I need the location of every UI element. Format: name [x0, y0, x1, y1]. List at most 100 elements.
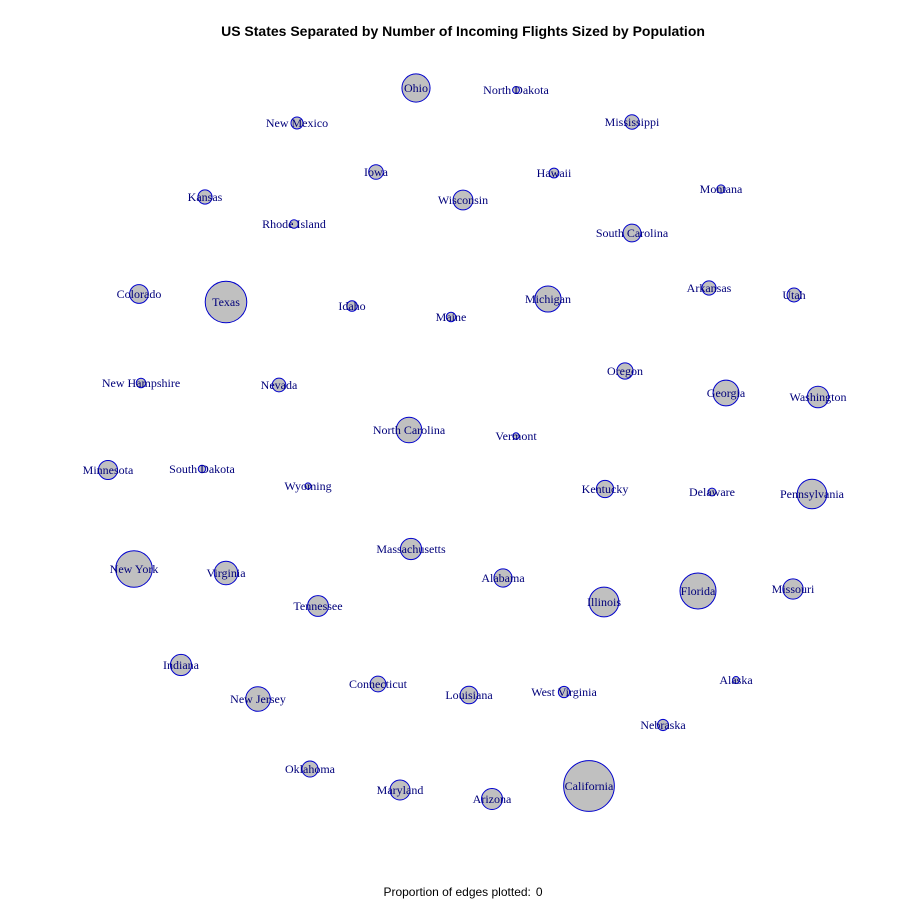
node-label-west-virginia: West Virginia — [531, 685, 597, 699]
node-label-louisiana: Louisiana — [445, 688, 493, 702]
node-connecticut — [369, 675, 387, 693]
node-label-new-jersey: New Jersey — [230, 692, 286, 706]
node-label-south-carolina: South Carolina — [596, 226, 669, 240]
node-iowa — [368, 164, 384, 180]
node-label-south-dakota: South Dakota — [169, 462, 235, 476]
node-label-arkansas: Arkansas — [687, 281, 732, 295]
edges-proportion-caption: Proportion of edges plotted: 0 — [383, 885, 542, 899]
node-label-utah: Utah — [782, 288, 805, 302]
node-california — [563, 760, 615, 812]
node-label-kansas: Kansas — [188, 190, 223, 204]
node-label-hawaii: Hawaii — [537, 166, 572, 180]
node-arkansas — [701, 280, 717, 296]
node-kansas — [197, 189, 213, 205]
node-pennsylvania — [796, 478, 828, 510]
node-label-delaware: Delaware — [689, 485, 735, 499]
node-vermont — [512, 432, 520, 440]
node-label-alabama: Alabama — [481, 571, 525, 585]
node-utah — [786, 287, 802, 303]
node-label-new-hampshire: New Hampshire — [102, 376, 180, 390]
node-florida — [679, 572, 717, 610]
node-new-mexico — [290, 116, 304, 130]
node-mississippi — [624, 114, 640, 130]
node-label-minnesota: Minnesota — [83, 463, 134, 477]
node-label-new-york: New York — [110, 562, 159, 576]
node-oklahoma — [301, 760, 319, 778]
node-louisiana — [459, 685, 479, 705]
node-new-york — [115, 550, 153, 588]
node-label-tennessee: Tennessee — [293, 599, 342, 613]
node-label-maryland: Maryland — [377, 783, 424, 797]
node-north-dakota — [512, 86, 520, 94]
node-georgia — [712, 379, 740, 407]
edges-proportion-label: Proportion of edges plotted: — [383, 885, 530, 899]
node-wyoming — [304, 482, 312, 490]
node-hawaii — [548, 167, 560, 179]
node-label-ohio: Ohio — [404, 81, 428, 95]
node-label-mississippi: Mississippi — [605, 115, 660, 129]
node-label-wyoming: Wyoming — [284, 479, 331, 493]
node-label-nevada: Nevada — [261, 378, 298, 392]
node-kentucky — [595, 479, 615, 499]
node-tennessee — [307, 595, 329, 617]
node-label-oklahoma: Oklahoma — [285, 762, 336, 776]
node-label-idaho: Idaho — [338, 299, 365, 313]
node-south-carolina — [622, 223, 642, 243]
node-label-connecticut: Connecticut — [349, 677, 408, 691]
node-indiana — [169, 653, 193, 677]
node-label-arizona: Arizona — [473, 792, 512, 806]
node-label-colorado: Colorado — [117, 287, 162, 301]
node-label-texas: Texas — [212, 295, 240, 309]
node-texas — [204, 280, 248, 324]
node-montana — [716, 184, 726, 194]
node-delaware — [707, 487, 717, 497]
node-label-iowa: Iowa — [364, 165, 389, 179]
node-label-washington: Washington — [789, 390, 846, 404]
node-label-pennsylvania: Pennsylvania — [780, 487, 845, 501]
node-missouri — [782, 578, 804, 600]
node-west-virginia — [557, 685, 571, 699]
node-label-alaska: Alaska — [719, 673, 753, 687]
node-label-north-dakota: North Dakota — [483, 83, 549, 97]
node-label-georgia: Georgia — [707, 386, 746, 400]
node-alabama — [493, 568, 513, 588]
plot-title: US States Separated by Number of Incomin… — [221, 23, 705, 39]
node-label-maine: Maine — [436, 310, 467, 324]
edges-proportion-value: 0 — [536, 885, 543, 899]
node-label-missouri: Missouri — [772, 582, 815, 596]
node-illinois — [588, 586, 620, 618]
node-label-vermont: Vermont — [495, 429, 537, 443]
node-maryland — [389, 779, 411, 801]
node-label-rhode-island: Rhode Island — [262, 217, 326, 231]
node-label-nebraska: Nebraska — [640, 718, 686, 732]
node-label-florida: Florida — [681, 584, 716, 598]
node-north-carolina — [395, 416, 423, 444]
node-label-illinois: Illinois — [587, 595, 621, 609]
node-label-indiana: Indiana — [163, 658, 200, 672]
node-alaska — [732, 676, 740, 684]
node-label-california: California — [565, 779, 614, 793]
node-rhode-island — [289, 219, 299, 229]
node-label-north-carolina: North Carolina — [373, 423, 446, 437]
node-layer: Ohio North Dakota New Mexico Mississippi Iow… — [83, 73, 847, 812]
node-label-michigan: Michigan — [525, 292, 571, 306]
node-south-dakota — [197, 464, 207, 474]
node-arizona — [481, 788, 503, 810]
node-idaho — [346, 300, 358, 312]
node-ohio — [401, 73, 431, 103]
node-wisconsin — [452, 189, 474, 211]
node-nebraska — [656, 718, 670, 732]
node-colorado — [129, 284, 149, 304]
node-nevada — [271, 377, 287, 393]
node-label-oregon: Oregon — [607, 364, 643, 378]
node-virginia — [213, 560, 239, 586]
node-label-wisconsin: Wisconsin — [438, 193, 488, 207]
node-maine — [445, 311, 457, 323]
node-washington — [806, 385, 830, 409]
node-oregon — [616, 362, 634, 380]
node-label-new-mexico: New Mexico — [266, 116, 328, 130]
node-new-jersey — [245, 686, 271, 712]
node-label-massachusetts: Massachusetts — [376, 542, 446, 556]
node-new-hampshire — [135, 377, 147, 389]
node-label-kentucky: Kentucky — [582, 482, 629, 496]
